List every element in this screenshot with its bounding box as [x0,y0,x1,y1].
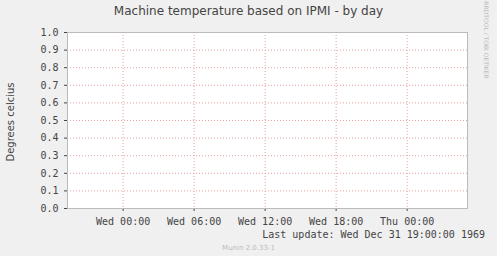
svg-text:0.4: 0.4 [40,132,58,143]
svg-text:0.7: 0.7 [40,80,58,91]
svg-text:Wed 12:00: Wed 12:00 [238,216,292,227]
svg-text:0.8: 0.8 [40,62,58,73]
svg-text:Wed 18:00: Wed 18:00 [309,216,363,227]
svg-text:0.2: 0.2 [40,168,58,179]
svg-text:0.5: 0.5 [40,115,58,126]
svg-text:0.0: 0.0 [40,203,58,214]
html-text:Machine temperature based on I: Machine temperature based on IPMI - by d… [113,4,384,18]
svg-text:Wed 00:00: Wed 00:00 [96,216,150,227]
html-text:RRDTOOL / TOBI OETIKER: RRDTOOL / TOBI OETIKER [483,1,490,79]
html-text:Munin 2.0.33-1: Munin 2.0.33-1 [222,244,275,252]
html-text:Degrees celcius: Degrees celcius [4,82,16,162]
svg-text:0.3: 0.3 [40,150,58,161]
html-text:Last update: Wed Dec 31 19:00:: Last update: Wed Dec 31 19:00:00 1969 [262,229,485,240]
svg-text:Wed 06:00: Wed 06:00 [167,216,221,227]
svg-text:0.6: 0.6 [40,97,58,108]
svg-text:Thu 00:00: Thu 00:00 [380,216,434,227]
svg-text:0.1: 0.1 [40,185,58,196]
svg-text:0.9: 0.9 [40,44,58,55]
svg-text:1.0: 1.0 [40,27,58,38]
